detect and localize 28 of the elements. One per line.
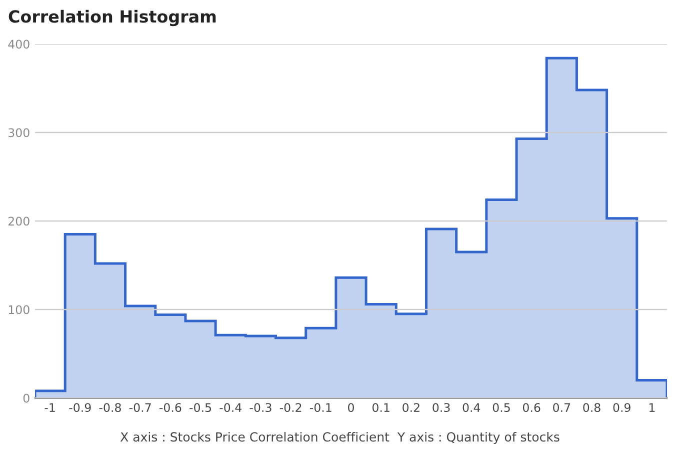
x-tick-label: 1 xyxy=(649,403,655,412)
x-tick-label: -0.1 xyxy=(310,403,332,412)
x-tick-label: -0.9 xyxy=(69,403,91,412)
x-tick-label: -0.2 xyxy=(280,403,302,412)
x-tick-label: 0.5 xyxy=(492,403,510,412)
x-tick-label: -0.8 xyxy=(99,403,121,412)
x-tick-label: -0.5 xyxy=(190,403,212,412)
x-tick-label: 0.7 xyxy=(553,403,570,412)
x-tick-label: 0 xyxy=(348,403,354,412)
x-tick-label: 0.4 xyxy=(462,403,480,412)
y-tick-label: 0 xyxy=(23,394,30,403)
x-tick-label: 0.1 xyxy=(372,403,390,412)
x-tick-label: 0.9 xyxy=(613,403,630,412)
x-tick-label: -0.4 xyxy=(220,403,242,412)
y-tick-label: 400 xyxy=(8,40,30,49)
y-tick-label: 100 xyxy=(8,305,30,314)
x-tick-label: -0.6 xyxy=(159,403,182,412)
x-tick-label: 0.8 xyxy=(583,403,600,412)
x-tick-label: -0.3 xyxy=(250,403,272,412)
x-tick-label: 0.6 xyxy=(522,403,540,412)
x-tick-label: 0.2 xyxy=(402,403,420,412)
chart-title: Correlation Histogram xyxy=(8,10,216,26)
y-tick-label: 300 xyxy=(8,128,30,138)
x-tick-label: -1 xyxy=(44,403,55,412)
text: X axis : Stocks Price Correlation Coefficient Y axis : Quantity of stocks xyxy=(120,432,560,444)
x-tick-label: 0.3 xyxy=(432,403,450,412)
y-tick-label: 200 xyxy=(8,216,30,226)
x-tick-label: -0.7 xyxy=(129,403,151,412)
